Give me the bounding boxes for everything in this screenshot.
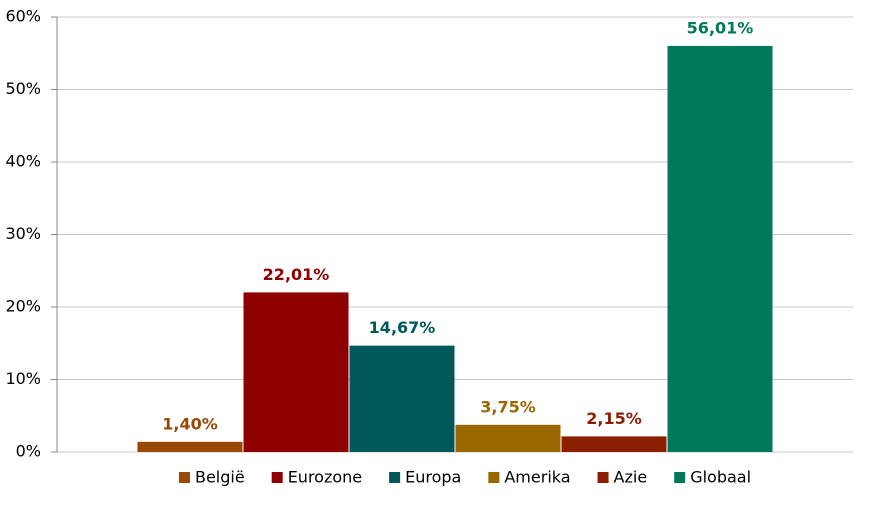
- legend-label: Europa: [405, 468, 461, 487]
- legend-label: Amerika: [504, 468, 570, 487]
- legend-swatch: [271, 472, 283, 483]
- bar: [243, 292, 349, 452]
- y-tick-label: 10%: [5, 369, 41, 388]
- y-tick-label: 20%: [5, 297, 41, 316]
- y-tick-label: 30%: [5, 224, 41, 243]
- value-label: 56,01%: [687, 18, 754, 37]
- legend-swatch: [178, 472, 190, 483]
- legend-swatch: [389, 472, 401, 483]
- y-tick-label: 0%: [16, 442, 41, 461]
- legend-label: Eurozone: [288, 468, 362, 487]
- value-label: 22,01%: [263, 265, 330, 284]
- bar: [349, 345, 455, 452]
- y-tick-label: 50%: [5, 79, 41, 98]
- legend-label: Globaal: [690, 468, 751, 487]
- bar: [561, 436, 667, 452]
- legend-swatch: [597, 472, 609, 483]
- value-label: 2,15%: [586, 409, 642, 428]
- y-tick-label: 40%: [5, 152, 41, 171]
- value-label: 1,40%: [162, 414, 218, 433]
- bar: [137, 441, 243, 452]
- y-tick-label: 60%: [5, 7, 41, 26]
- value-label: 14,67%: [369, 318, 436, 337]
- legend-label: Azie: [614, 468, 648, 487]
- bar: [667, 45, 773, 453]
- value-label: 3,75%: [480, 397, 536, 416]
- legend-label: België: [195, 468, 245, 487]
- bar: [455, 424, 561, 452]
- legend-swatch: [674, 472, 686, 483]
- legend-swatch: [488, 472, 500, 483]
